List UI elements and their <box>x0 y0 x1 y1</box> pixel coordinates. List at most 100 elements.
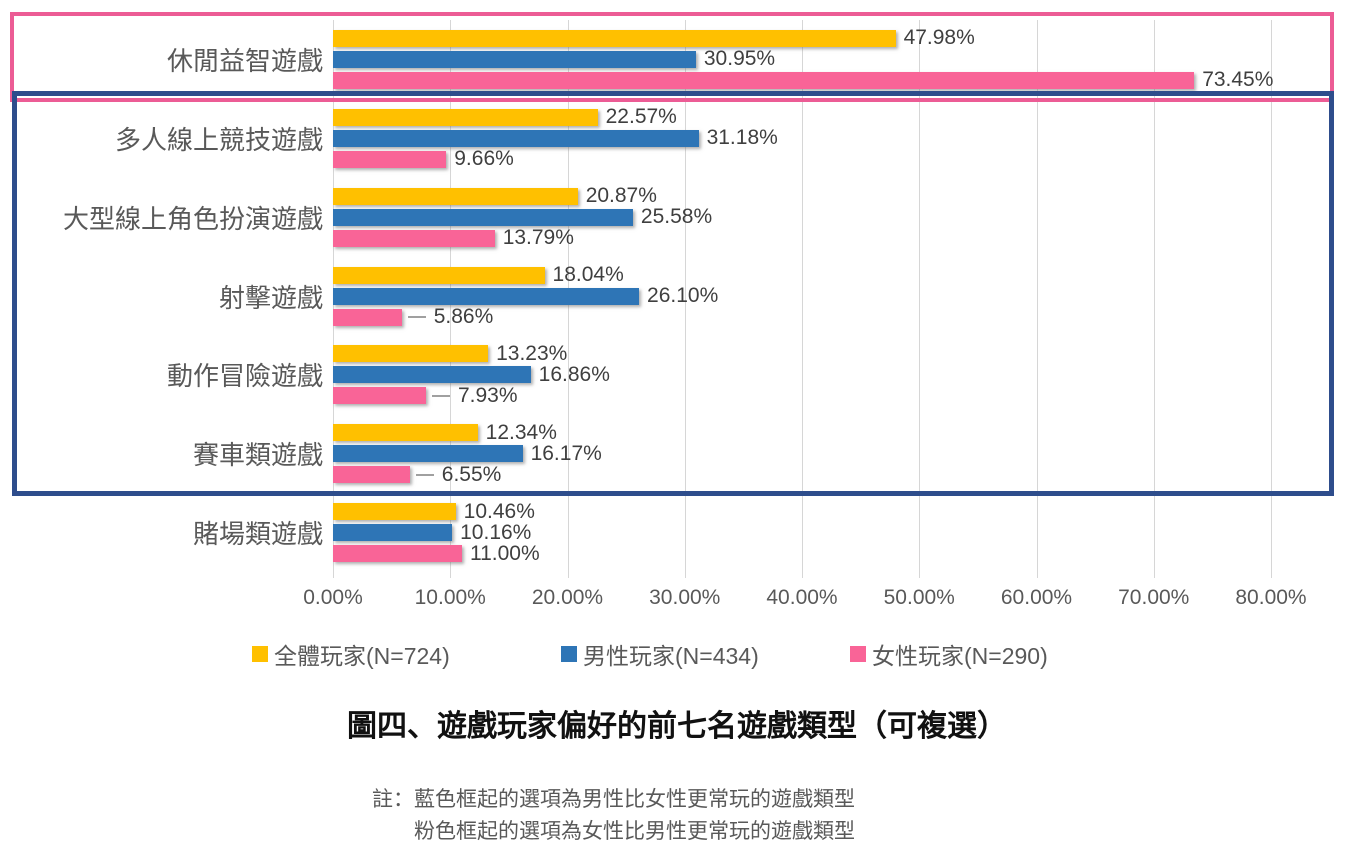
bar-line: 73.45% <box>333 68 1343 91</box>
value-label: 7.93% <box>457 383 518 407</box>
male-preferred-highlight-box <box>12 90 1334 497</box>
bar-line: 6.55% <box>333 463 1343 486</box>
label-leader-line <box>415 473 434 476</box>
bar-line: 30.95% <box>333 47 1343 70</box>
value-label: 12.34% <box>485 420 557 444</box>
value-label: 31.18% <box>706 126 778 150</box>
bar-line: 13.79% <box>333 226 1343 249</box>
footnote-blue-box: 藍色框起的選項為男性比女性更常玩的遊戲類型 <box>414 788 855 811</box>
bar-女性玩家(N=290) <box>333 71 1195 89</box>
bar-女性玩家(N=290) <box>333 545 462 563</box>
legend-swatch-icon <box>252 646 268 662</box>
legend-label: 男性玩家(N=434) <box>583 643 759 669</box>
bar-男性玩家(N=434) <box>333 445 523 463</box>
bar-group: 10.46% 10.16% 11.00% <box>333 493 1343 572</box>
bar-line: 25.58% <box>333 205 1343 228</box>
legend-label: 女性玩家(N=290) <box>872 643 1048 669</box>
category-row: 賭場類遊戲 10.46% 10.16% 11.00% <box>0 493 1354 572</box>
bar-line: 18.04% <box>333 263 1343 286</box>
footnote-pink-box: 粉色框起的選項為女性比男性更常玩的遊戲類型 <box>414 820 855 843</box>
x-tick-label: 10.00% <box>414 586 486 609</box>
bar-group: 18.04% 26.10% 5.86% <box>333 257 1343 336</box>
x-tick-label: 30.00% <box>649 586 721 609</box>
category-label: 休閒益智遊戲 <box>166 45 323 76</box>
value-label: 13.79% <box>502 226 574 250</box>
category-label: 賽車類遊戲 <box>192 440 323 471</box>
value-label: 13.23% <box>496 341 568 365</box>
value-label: 16.17% <box>530 441 602 465</box>
x-tick-label: 80.00% <box>1235 586 1307 609</box>
value-label: 5.86% <box>433 305 494 328</box>
category-label: 動作冒險遊戲 <box>166 361 323 392</box>
value-label: 20.87% <box>585 184 657 208</box>
category-row: 賽車類遊戲 12.34% 16.17% 6.55% <box>0 414 1354 493</box>
value-label: 11.00% <box>469 541 540 565</box>
x-tick-label: 70.00% <box>1118 586 1190 609</box>
category-label: 多人線上競技遊戲 <box>114 124 323 155</box>
category-row: 多人線上競技遊戲 22.57% 31.18% 9.66% <box>0 99 1354 178</box>
bar-男性玩家(N=434) <box>333 50 696 68</box>
bar-line: 22.57% <box>333 105 1343 128</box>
gridline <box>1271 20 1272 578</box>
bar-全體玩家(N=724) <box>333 424 478 442</box>
category-row: 大型線上角色扮演遊戲 20.87% 25.58% 13.79% <box>0 178 1354 257</box>
x-tick-label: 20.00% <box>531 586 604 609</box>
value-label: 10.16% <box>460 520 532 544</box>
value-label: 18.04% <box>552 263 624 286</box>
bar-男性玩家(N=434) <box>333 208 633 226</box>
bar-line: 9.66% <box>333 147 1343 170</box>
gridline <box>919 20 921 578</box>
bar-line: 10.16% <box>333 521 1343 544</box>
bar-女性玩家(N=290) <box>333 150 447 168</box>
value-label: 30.95% <box>703 47 776 71</box>
bar-line: 20.87% <box>333 184 1343 207</box>
value-label: 47.98% <box>903 26 975 50</box>
bar-男性玩家(N=434) <box>333 287 640 305</box>
bar-group: 12.34% 16.17% 6.55% <box>333 414 1343 493</box>
legend-item: 女性玩家(N=290) <box>850 637 1048 671</box>
value-label: 25.58% <box>640 205 713 229</box>
value-label: 16.86% <box>538 362 610 386</box>
legend-swatch-icon <box>850 646 866 662</box>
bar-line: 16.86% <box>333 363 1343 386</box>
bar-group: 47.98% 30.95% 73.45% <box>333 20 1343 99</box>
gridline <box>802 20 803 578</box>
bar-group: 22.57% 31.18% 9.66% <box>333 99 1343 178</box>
bar-line: 5.86% <box>333 305 1343 328</box>
bar-全體玩家(N=724) <box>333 503 456 521</box>
bar-女性玩家(N=290) <box>333 229 495 247</box>
bar-line: 31.18% <box>333 126 1343 149</box>
x-tick-label: 0.00% <box>303 586 363 609</box>
legend-item: 全體玩家(N=724) <box>252 637 450 671</box>
gridline <box>684 20 686 578</box>
bar-全體玩家(N=724) <box>333 345 489 363</box>
bar-line: 10.46% <box>333 500 1343 523</box>
bar-男性玩家(N=434) <box>333 129 699 147</box>
bar-女性玩家(N=290) <box>333 466 410 484</box>
bar-group: 13.23% 16.86% 7.93% <box>333 335 1343 414</box>
x-tick-label: 40.00% <box>766 586 838 609</box>
bar-group: 20.87% 25.58% 13.79% <box>333 178 1343 257</box>
legend-label: 全體玩家(N=724) <box>274 643 450 669</box>
bar-rows: 休閒益智遊戲 47.98% 30.95% 73.45% 多人線上競技遊戲 22.57% 31… <box>0 20 1354 572</box>
value-label: 10.46% <box>463 499 535 523</box>
label-leader-line <box>431 394 450 397</box>
chart-title: 圖四、遊戲玩家偏好的前七名遊戲類型（可複選） <box>347 709 1007 744</box>
label-leader-line <box>407 316 426 318</box>
value-label: 6.55% <box>441 462 502 486</box>
category-row: 動作冒險遊戲 13.23% 16.86% 7.93% <box>0 335 1354 414</box>
bar-男性玩家(N=434) <box>333 366 531 384</box>
gridline <box>1153 20 1155 578</box>
footnote-prefix: 註： <box>372 788 414 811</box>
bar-全體玩家(N=724) <box>333 29 896 47</box>
bar-男性玩家(N=434) <box>333 524 453 542</box>
category-row: 射擊遊戲 18.04% 26.10% 5.86% <box>0 257 1354 336</box>
footnotes: 註： 藍色框起的選項為男性比女性更常玩的遊戲類型 粉色框起的選項為女性比男性更常… <box>372 784 855 848</box>
category-label: 射擊遊戲 <box>218 282 323 313</box>
x-tick-label: 50.00% <box>883 586 955 609</box>
x-tick-label: 60.00% <box>1000 586 1073 609</box>
bar-全體玩家(N=724) <box>333 187 578 205</box>
value-label: 9.66% <box>454 147 514 171</box>
value-label: 22.57% <box>605 105 677 129</box>
